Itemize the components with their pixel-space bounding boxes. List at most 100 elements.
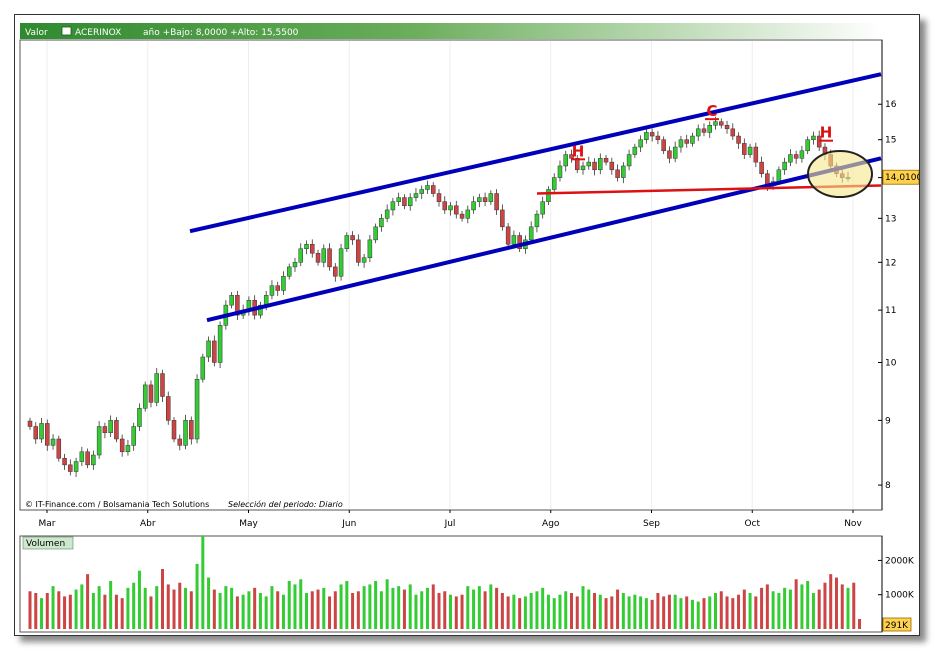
volume-bar [621, 593, 625, 629]
candle-body [333, 266, 338, 277]
volume-bar [765, 584, 769, 629]
volume-bar [45, 593, 49, 629]
volume-bar [281, 594, 285, 629]
volume-bar [800, 584, 804, 629]
volume-bar [840, 584, 844, 629]
candle-body [724, 124, 730, 130]
candle-body [27, 420, 33, 427]
volume-bar [443, 591, 447, 629]
volume-bar [495, 587, 499, 629]
volume-bar [322, 587, 326, 629]
dropdown-icon[interactable] [61, 26, 72, 36]
volume-bar [737, 594, 741, 629]
volume-bar [264, 596, 268, 629]
candle-body [131, 426, 136, 446]
volume-bar [362, 586, 366, 629]
volume-bar [68, 594, 72, 629]
candle-body [707, 124, 712, 133]
candle-body [425, 185, 430, 190]
volume-bar [333, 591, 337, 629]
candle-body [511, 235, 517, 245]
volume-bar [575, 596, 579, 629]
volume-bar [270, 586, 274, 629]
volume-bar [834, 577, 838, 629]
volume-bar [34, 593, 38, 629]
candle-body [753, 146, 759, 163]
volume-bar [201, 536, 205, 629]
volume-bar [230, 587, 234, 629]
candle-body [108, 420, 113, 433]
volume-bar [449, 594, 453, 629]
volume-bar [132, 582, 136, 629]
candle-body [419, 189, 424, 194]
header-bar [20, 23, 882, 39]
price-tick-label: 15 [885, 136, 896, 146]
month-label: Jul [444, 519, 456, 529]
volume-bar [345, 581, 349, 629]
price-tick-label: 10 [885, 358, 897, 368]
highlight-ellipse [807, 150, 873, 198]
candle-body [286, 266, 292, 277]
volume-bar [489, 584, 493, 629]
candle-body [598, 158, 603, 171]
candle-body [805, 139, 810, 152]
candle-body [471, 201, 476, 211]
volume-bar [794, 579, 798, 629]
candle-body [713, 121, 718, 126]
volume-bar [287, 581, 291, 629]
volume-bar [425, 587, 429, 629]
volume-bar [172, 589, 176, 629]
volume-bar [725, 596, 729, 629]
volume-bar [74, 589, 78, 629]
volume-bar [742, 589, 746, 629]
month-label: Abr [140, 519, 156, 529]
volume-bar [472, 589, 476, 629]
volume-bar [339, 584, 343, 629]
candle-body [695, 128, 701, 137]
volume-bars [28, 536, 862, 629]
volume-bar [714, 593, 718, 629]
candle-body [678, 139, 684, 148]
candle-body [742, 143, 747, 155]
candle-body [747, 146, 753, 155]
volume-bar [253, 587, 257, 629]
candle-body [719, 121, 724, 126]
volume-bar [806, 581, 810, 629]
volume-bar [811, 593, 815, 629]
volume-bar [160, 569, 164, 629]
candle-body [73, 461, 79, 472]
candle-body [465, 209, 471, 219]
chart-frame: Valor ACERINOX año +Bajo: 8,0000 +Alto: … [14, 14, 920, 636]
candle-body [782, 161, 787, 171]
volume-bar [368, 584, 372, 629]
price-tick-label: 13 [885, 214, 896, 224]
candle-body [85, 451, 90, 466]
candle-body [557, 165, 563, 178]
candle-body [194, 378, 200, 440]
volume-bar [788, 589, 792, 629]
volume-bar [402, 589, 406, 629]
candle-body [321, 248, 327, 263]
candle-body [655, 135, 661, 140]
candle-body [534, 213, 540, 228]
volume-bar [207, 577, 211, 629]
volume-bar [235, 596, 239, 629]
candle-body [373, 226, 378, 241]
candle-body [586, 161, 592, 167]
month-label: Ago [542, 519, 560, 529]
volume-bar [454, 596, 458, 629]
volume-bar [673, 594, 677, 629]
candle-body [690, 135, 695, 144]
candle-body [68, 464, 73, 472]
volume-bar [126, 587, 130, 629]
candle-body [621, 165, 626, 178]
volume-bar [748, 593, 752, 629]
volume-bar [679, 598, 683, 629]
volume-bar [656, 593, 660, 629]
candle-body [402, 197, 407, 207]
candle-body [759, 161, 764, 174]
candle-body [407, 197, 413, 207]
month-axis: Mar Abr May Jun Jul Ago Sep Oct Nov [39, 510, 862, 529]
candle-body [361, 257, 367, 263]
candle-body [154, 373, 159, 403]
